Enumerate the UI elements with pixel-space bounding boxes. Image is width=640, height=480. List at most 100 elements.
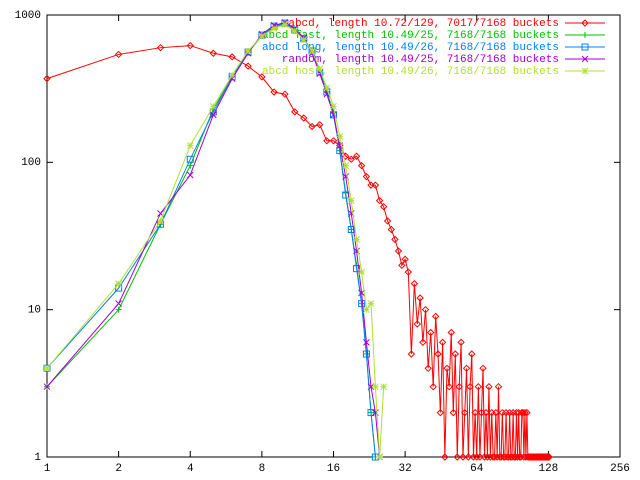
data-point	[258, 73, 266, 81]
series-line	[46, 45, 550, 458]
legend-label: abcd, length 10.72/129, 7017/7168 bucket…	[288, 18, 559, 30]
data-point	[421, 305, 430, 314]
data-point	[291, 27, 299, 35]
x-tick-label: 16	[327, 463, 340, 475]
data-point	[308, 47, 316, 55]
data-point	[362, 172, 371, 181]
data-point	[244, 47, 252, 55]
legend-label: abcd long, length 10.49/26, 7168/7168 bu…	[262, 42, 559, 54]
y-tick-label: 10	[28, 305, 41, 317]
data-point	[483, 453, 492, 461]
data-point	[436, 408, 445, 417]
data-point	[115, 280, 122, 288]
data-point	[363, 306, 370, 314]
data-point	[398, 261, 406, 270]
legend-marker	[581, 67, 589, 75]
data-point	[353, 236, 360, 243]
data-point	[407, 350, 416, 358]
data-point	[209, 102, 217, 110]
data-point	[492, 408, 500, 417]
x-tick-label: 128	[538, 463, 558, 475]
data-point	[367, 300, 375, 307]
data-point	[376, 453, 383, 461]
data-point	[315, 121, 324, 129]
data-point	[43, 364, 51, 372]
data-point	[43, 74, 51, 83]
series-line	[46, 24, 385, 458]
data-point	[545, 453, 553, 461]
legend-marker	[581, 19, 589, 27]
y-tick-label: 100	[21, 157, 41, 169]
data-point	[453, 453, 461, 461]
data-point	[186, 155, 194, 163]
data-point	[375, 196, 384, 205]
data-point	[336, 133, 344, 140]
data-point	[518, 408, 526, 417]
data-point	[490, 453, 499, 461]
data-point	[186, 171, 194, 179]
x-tick-label: 4	[187, 463, 194, 475]
data-point	[244, 62, 252, 70]
data-point	[115, 306, 122, 313]
data-point	[316, 65, 324, 73]
data-point	[466, 382, 474, 391]
data-point	[431, 312, 440, 321]
data-point	[380, 383, 388, 391]
data-point	[427, 328, 435, 337]
data-point	[464, 453, 473, 461]
data-point	[371, 453, 379, 461]
data-point	[270, 88, 278, 96]
data-point	[447, 328, 455, 337]
data-point	[474, 382, 483, 391]
data-point	[228, 71, 236, 79]
data-point	[479, 364, 487, 373]
data-point	[471, 408, 479, 417]
data-point	[156, 43, 165, 52]
data-point	[394, 247, 403, 255]
data-point	[482, 408, 490, 417]
data-point	[300, 36, 308, 44]
data-point	[391, 235, 399, 244]
data-point	[187, 162, 194, 169]
data-point	[358, 268, 365, 276]
data-point	[544, 453, 553, 461]
data-point	[347, 155, 355, 163]
data-point	[363, 338, 370, 346]
data-point	[401, 255, 409, 263]
data-point	[291, 108, 299, 116]
data-point	[404, 268, 413, 276]
data-point	[469, 453, 478, 461]
data-point	[461, 408, 469, 417]
x-tick-label: 256	[610, 463, 630, 475]
data-point	[543, 453, 552, 461]
x-tick-label: 64	[470, 463, 484, 475]
data-point	[438, 338, 447, 347]
data-point	[494, 382, 503, 391]
data-point	[413, 320, 422, 328]
data-point	[387, 225, 396, 234]
data-point	[513, 453, 522, 461]
data-point	[424, 364, 432, 373]
data-point	[352, 152, 361, 160]
data-point	[485, 382, 493, 391]
data-point	[372, 383, 379, 391]
data-point	[445, 382, 453, 391]
data-point	[543, 453, 551, 461]
x-tick-label: 2	[115, 463, 122, 475]
data-point	[523, 408, 531, 417]
data-point	[468, 350, 476, 358]
data-point	[416, 294, 424, 302]
legend-marker	[581, 55, 589, 63]
data-point	[330, 102, 337, 110]
y-tick-label: 1	[34, 452, 41, 464]
data-point	[43, 364, 51, 372]
data-point	[281, 21, 289, 29]
data-point	[429, 382, 437, 391]
data-point	[451, 350, 460, 358]
data-point	[115, 300, 122, 307]
data-point	[157, 217, 164, 225]
data-point	[457, 338, 465, 347]
data-point	[521, 408, 529, 417]
data-point	[347, 197, 355, 204]
